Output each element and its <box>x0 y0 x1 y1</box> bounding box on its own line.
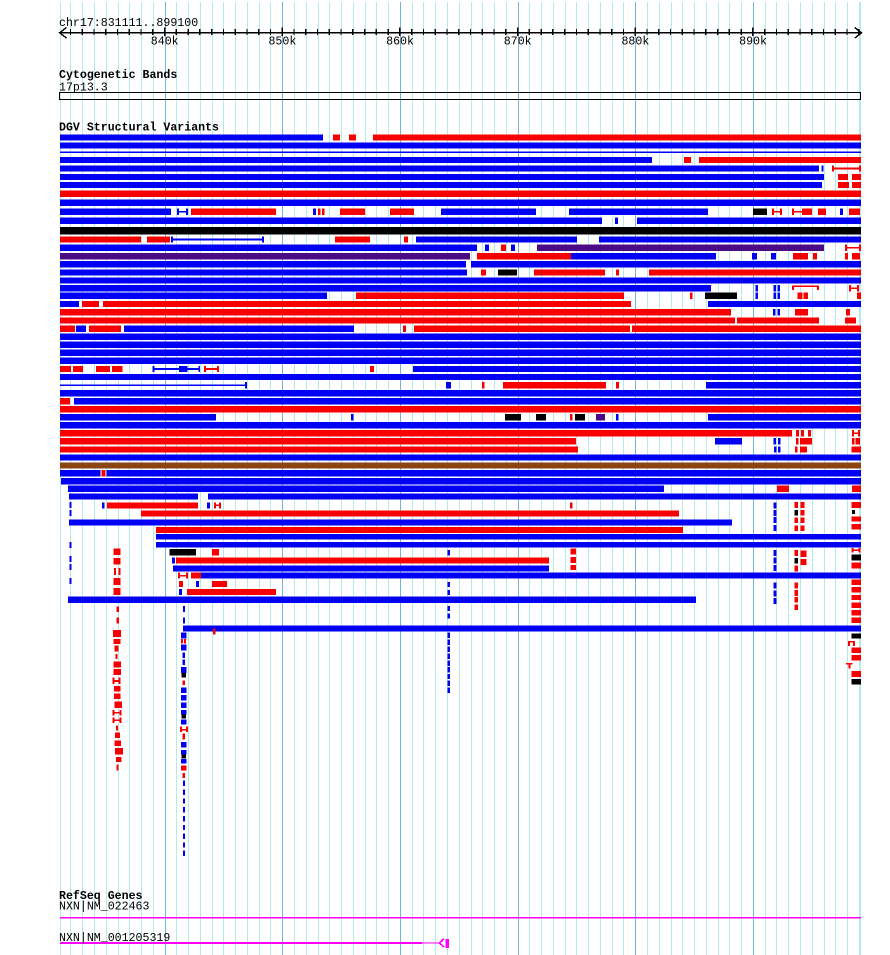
svg-text:chr17:831111..899100: chr17:831111..899100 <box>59 17 198 30</box>
svg-text:850k: 850k <box>268 36 296 49</box>
svg-text:Cytogenetic Bands: Cytogenetic Bands <box>59 69 177 82</box>
svg-text:DGV Structural Variants: DGV Structural Variants <box>59 122 219 135</box>
svg-text:17p13.3: 17p13.3 <box>59 82 108 95</box>
svg-text:890k: 890k <box>739 36 767 49</box>
svg-text:840k: 840k <box>151 36 179 49</box>
svg-text:NXN|NM_022463: NXN|NM_022463 <box>59 901 149 914</box>
svg-text:RefSeq Genes: RefSeq Genes <box>59 890 143 903</box>
svg-text:860k: 860k <box>386 36 414 49</box>
svg-text:880k: 880k <box>621 36 649 49</box>
svg-text:870k: 870k <box>504 36 532 49</box>
svg-text:NXN|NM_001205319: NXN|NM_001205319 <box>59 932 170 945</box>
